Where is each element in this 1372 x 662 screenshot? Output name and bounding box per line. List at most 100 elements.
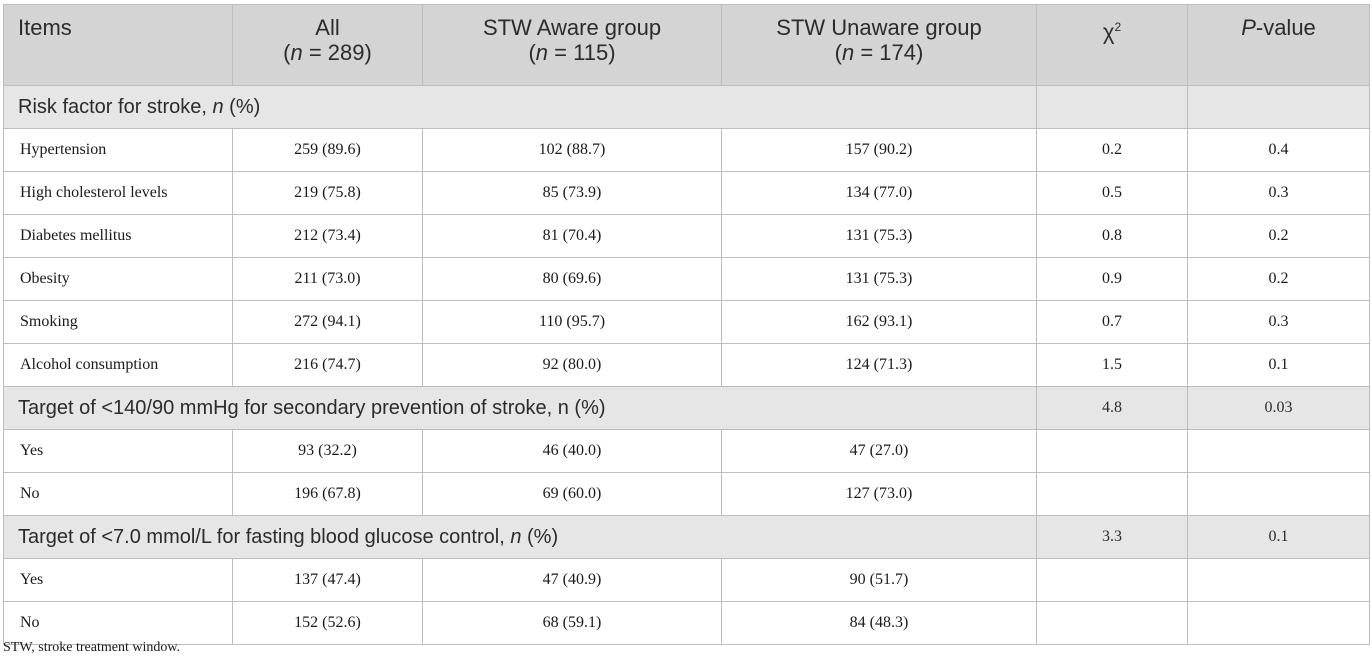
results-table: Items All (n = 289) STW Aware group (n = 1… <box>3 4 1370 645</box>
cell-unaware: 162 (93.1) <box>721 300 1037 344</box>
cell-item: Alcohol consumption <box>3 343 233 387</box>
header-items: Items <box>3 4 233 86</box>
cell-item: Diabetes mellitus <box>3 214 233 258</box>
header-unaware: STW Unaware group (n = 174) <box>721 4 1037 86</box>
cell-unaware: 90 (51.7) <box>721 558 1037 602</box>
cell-aware: 85 (73.9) <box>422 171 722 215</box>
cell-unaware: 131 (75.3) <box>721 214 1037 258</box>
cell-aware: 46 (40.0) <box>422 429 722 473</box>
cell-unaware: 127 (73.0) <box>721 472 1037 516</box>
section-label: Risk factor for stroke, n (%) <box>3 85 1037 129</box>
section-label-italic: n <box>510 525 522 548</box>
cell-p <box>1187 558 1370 602</box>
cell-all: 259 (89.6) <box>232 128 423 172</box>
cell-aware: 92 (80.0) <box>422 343 722 387</box>
table-row: Hypertension 259 (89.6) 102 (88.7) 157 (… <box>3 128 1370 172</box>
section-p <box>1187 85 1370 129</box>
table-row: Smoking 272 (94.1) 110 (95.7) 162 (93.1)… <box>3 300 1370 344</box>
cell-unaware: 47 (27.0) <box>721 429 1037 473</box>
section-chi: 4.8 <box>1036 386 1188 430</box>
section-row-glucose-target: Target of <7.0 mmol/L for fasting blood … <box>3 515 1370 559</box>
section-p: 0.1 <box>1187 515 1370 559</box>
cell-unaware: 124 (71.3) <box>721 343 1037 387</box>
header-aware-label: STW Aware group <box>482 15 662 40</box>
section-row-bp-target: Target of <140/90 mmHg for secondary pre… <box>3 386 1370 430</box>
section-label: Target of <7.0 mmol/L for fasting blood … <box>3 515 1037 559</box>
table-row: High cholesterol levels 219 (75.8) 85 (7… <box>3 171 1370 215</box>
cell-aware: 69 (60.0) <box>422 472 722 516</box>
header-aware-n: n <box>535 40 549 65</box>
cell-unaware: 134 (77.0) <box>721 171 1037 215</box>
cell-chi: 0.8 <box>1036 214 1188 258</box>
section-p: 0.03 <box>1187 386 1370 430</box>
header-p-italic: P <box>1241 15 1256 40</box>
table-row: No 152 (52.6) 68 (59.1) 84 (48.3) <box>3 601 1370 645</box>
cell-p <box>1187 472 1370 516</box>
section-chi: 3.3 <box>1036 515 1188 559</box>
header-aware-n-value: = 115) <box>548 40 616 65</box>
table-row: Obesity 211 (73.0) 80 (69.6) 131 (75.3) … <box>3 257 1370 301</box>
cell-item: No <box>3 472 233 516</box>
header-all: All (n = 289) <box>232 4 423 86</box>
cell-all: 211 (73.0) <box>232 257 423 301</box>
cell-aware: 102 (88.7) <box>422 128 722 172</box>
cell-aware: 80 (69.6) <box>422 257 722 301</box>
table-row: Alcohol consumption 216 (74.7) 92 (80.0)… <box>3 343 1370 387</box>
cell-chi <box>1036 558 1188 602</box>
cell-item: Yes <box>3 429 233 473</box>
header-aware: STW Aware group (n = 115) <box>422 4 722 86</box>
cell-p: 0.2 <box>1187 214 1370 258</box>
cell-aware: 47 (40.9) <box>422 558 722 602</box>
table-row: Diabetes mellitus 212 (73.4) 81 (70.4) 1… <box>3 214 1370 258</box>
header-chi: χ <box>1102 19 1115 45</box>
section-chi <box>1036 85 1188 129</box>
table-row: Yes 137 (47.4) 47 (40.9) 90 (51.7) <box>3 558 1370 602</box>
header-all-n-value: = 289) <box>302 40 372 65</box>
cell-chi <box>1036 429 1188 473</box>
cell-p <box>1187 601 1370 645</box>
section-label-italic: n <box>212 95 224 118</box>
cell-chi: 0.2 <box>1036 128 1188 172</box>
header-unaware-n: n <box>841 40 855 65</box>
cell-aware: 81 (70.4) <box>422 214 722 258</box>
cell-p <box>1187 429 1370 473</box>
cell-chi <box>1036 601 1188 645</box>
cell-item: Smoking <box>3 300 233 344</box>
header-unaware-label: STW Unaware group <box>776 15 982 40</box>
cell-aware: 110 (95.7) <box>422 300 722 344</box>
header-all-label: All <box>315 15 340 40</box>
section-label-suffix: (%) <box>521 525 559 548</box>
table-footnote: STW, stroke treatment window. <box>3 640 181 655</box>
cell-item: Hypertension <box>3 128 233 172</box>
cell-item: Yes <box>3 558 233 602</box>
cell-all: 93 (32.2) <box>232 429 423 473</box>
cell-all: 272 (94.1) <box>232 300 423 344</box>
cell-unaware: 84 (48.3) <box>721 601 1037 645</box>
section-label-text: Risk factor for stroke, <box>18 95 213 118</box>
section-row-risk-factor: Risk factor for stroke, n (%) <box>3 85 1370 129</box>
section-label-suffix: (%) <box>223 95 261 118</box>
cell-chi <box>1036 472 1188 516</box>
cell-all: 216 (74.7) <box>232 343 423 387</box>
cell-unaware: 157 (90.2) <box>721 128 1037 172</box>
header-p-rest: -value <box>1255 15 1316 40</box>
cell-item: No <box>3 601 233 645</box>
cell-all: 137 (47.4) <box>232 558 423 602</box>
cell-chi: 0.9 <box>1036 257 1188 301</box>
header-unaware-n-value: = 174) <box>854 40 924 65</box>
cell-aware: 68 (59.1) <box>422 601 722 645</box>
cell-p: 0.4 <box>1187 128 1370 172</box>
cell-all: 212 (73.4) <box>232 214 423 258</box>
cell-p: 0.3 <box>1187 300 1370 344</box>
cell-all: 196 (67.8) <box>232 472 423 516</box>
cell-item: Obesity <box>3 257 233 301</box>
header-chi-square: χ2 <box>1036 4 1188 86</box>
table-row: No 196 (67.8) 69 (60.0) 127 (73.0) <box>3 472 1370 516</box>
cell-p: 0.1 <box>1187 343 1370 387</box>
cell-unaware: 131 (75.3) <box>721 257 1037 301</box>
header-p-value: P-value <box>1187 4 1370 86</box>
cell-all: 219 (75.8) <box>232 171 423 215</box>
table-header-row: Items All (n = 289) STW Aware group (n = 1… <box>3 4 1370 86</box>
cell-chi: 0.7 <box>1036 300 1188 344</box>
cell-p: 0.2 <box>1187 257 1370 301</box>
